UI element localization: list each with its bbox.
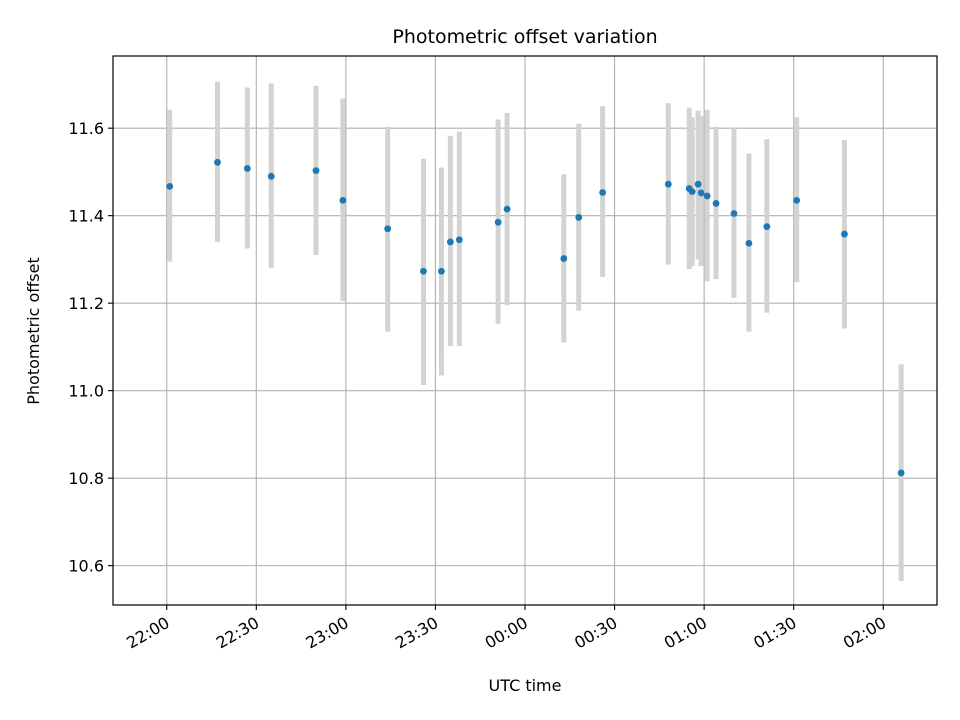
data-point: [243, 165, 251, 172]
data-point: [560, 255, 568, 262]
data-point: [503, 205, 511, 213]
y-axis-label: Photometric offset: [24, 257, 43, 405]
data-point: [494, 218, 502, 226]
y-tick-label: 11.2: [68, 294, 104, 313]
data-point: [841, 230, 848, 238]
data-point: [384, 225, 392, 233]
data-point: [745, 239, 753, 247]
data-point: [575, 214, 583, 221]
data-point: [763, 223, 771, 231]
data-point: [897, 469, 905, 477]
data-point: [166, 182, 174, 190]
data-point: [664, 180, 672, 188]
data-point: [267, 172, 275, 180]
data-point: [793, 196, 801, 204]
data-point: [438, 267, 445, 275]
data-point: [712, 200, 720, 207]
data-point: [688, 188, 696, 196]
data-point: [420, 267, 427, 275]
data-point: [339, 196, 347, 204]
data-point: [214, 158, 221, 166]
data-point: [703, 192, 711, 200]
data-point: [455, 236, 463, 244]
y-tick-label: 10.8: [68, 469, 104, 488]
data-point: [694, 180, 702, 188]
data-points: [166, 158, 905, 477]
chart-title: Photometric offset variation: [392, 26, 657, 48]
y-tick-label: 10.6: [68, 557, 104, 576]
data-point: [730, 210, 738, 217]
y-axis-ticks: 10.6 10.8 11.0 11.2 11.4 11.6: [68, 119, 113, 576]
x-axis-label: UTC time: [489, 676, 562, 695]
y-tick-label: 11.4: [68, 207, 104, 226]
y-tick-label: 11.6: [68, 119, 104, 138]
data-point: [697, 189, 705, 197]
y-tick-label: 11.0: [68, 382, 104, 401]
grid: [113, 56, 937, 605]
data-point: [446, 238, 454, 246]
data-point: [599, 189, 607, 196]
data-point: [312, 167, 320, 175]
